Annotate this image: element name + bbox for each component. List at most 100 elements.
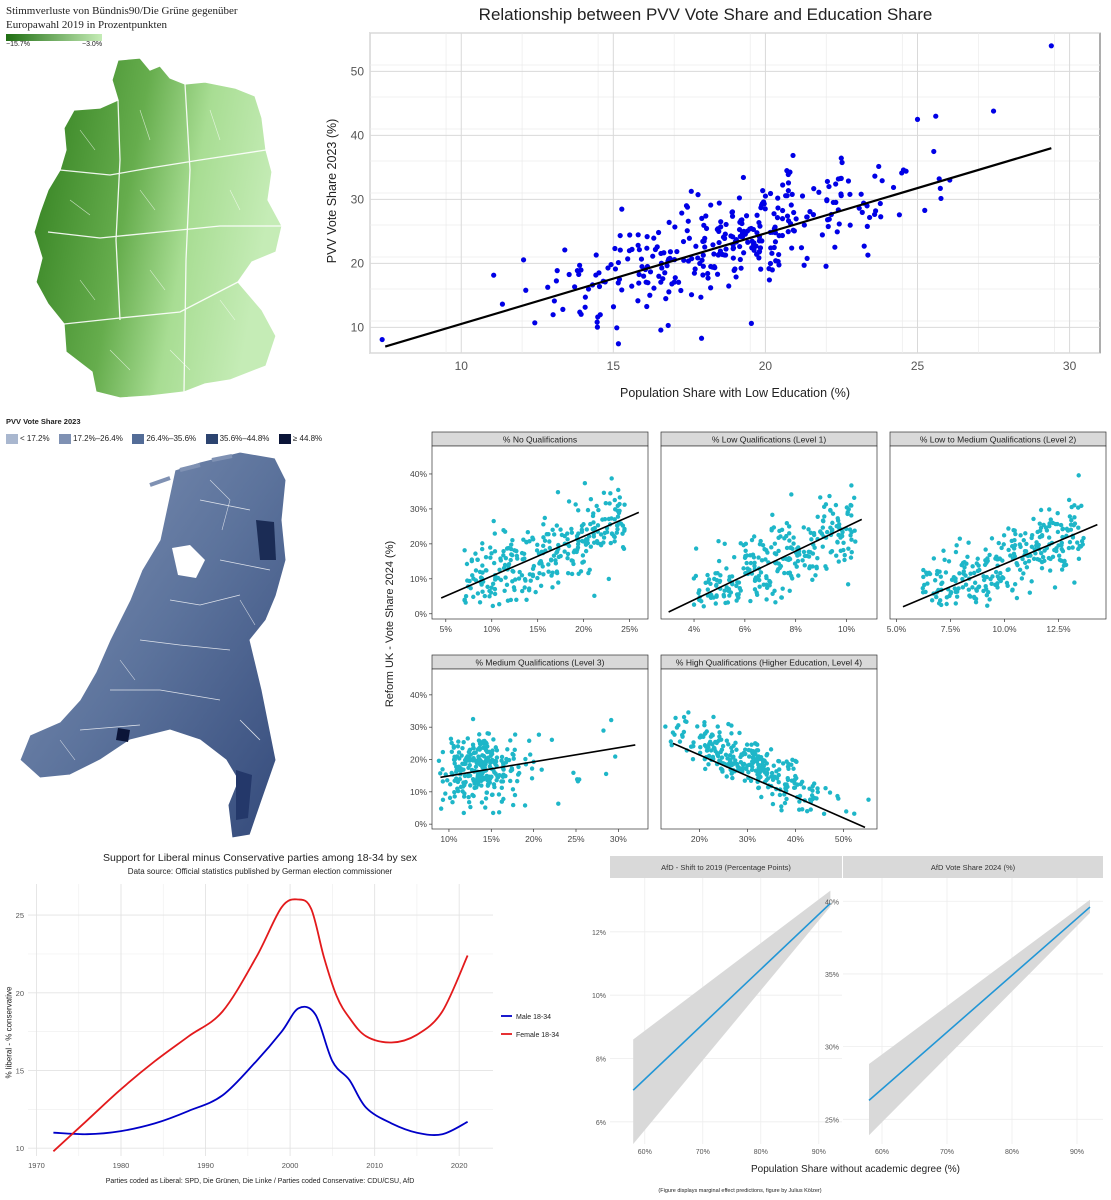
legend-swatch (59, 433, 72, 444)
pvv-data-point (768, 245, 774, 251)
reform-data-point (716, 558, 722, 564)
reform-data-point (714, 740, 719, 746)
reform-data-point (742, 555, 748, 561)
pvv-scatter-plot: 10 15 20 25 30 10 20 30 40 50 (351, 32, 1101, 373)
pvv-data-point (708, 202, 714, 208)
reform-data-point (1078, 544, 1084, 549)
pvv-data-point (644, 303, 650, 310)
reform-data-point (501, 565, 507, 571)
reform-data-point (464, 561, 470, 567)
reform-data-point (1011, 528, 1016, 533)
pvv-data-point (617, 247, 623, 253)
pvv-data-point (756, 255, 762, 261)
pvv-data-point (838, 193, 844, 199)
reform-data-point (987, 597, 992, 602)
reform-data-point (584, 527, 589, 532)
reform-panel-title: % High Qualifications (Higher Education,… (676, 658, 862, 668)
germany-map-shape (33, 57, 283, 399)
reform-data-point (944, 601, 949, 607)
reform-data-point (759, 794, 764, 800)
reform-data-point (693, 546, 699, 551)
reform-data-point (751, 555, 757, 560)
reform-data-point (784, 796, 789, 802)
reform-data-point (960, 585, 966, 590)
reform-data-point (456, 750, 462, 755)
reform-data-point (823, 564, 828, 569)
reform-data-point (1047, 523, 1052, 529)
reform-data-point (558, 527, 563, 532)
reform-data-point (784, 545, 790, 551)
reform-data-point (488, 545, 493, 550)
pvv-data-point (741, 250, 747, 256)
reform-data-point (525, 530, 531, 535)
reform-data-point (791, 541, 796, 546)
reform-data-point (542, 538, 548, 543)
reform-data-point (752, 587, 758, 592)
pvv-data-point (695, 255, 701, 261)
reform-data-point (452, 794, 457, 799)
reform-data-point (544, 532, 550, 537)
reform-data-point (603, 501, 608, 506)
pvv-data-point (864, 223, 870, 229)
pvv-fit-line (384, 147, 1052, 348)
reform-data-point (714, 751, 720, 756)
pvv-data-point (672, 224, 678, 230)
reform-data-point (743, 751, 748, 757)
reform-data-point (756, 772, 761, 777)
reform-data-point (668, 739, 674, 744)
reform-data-point (985, 603, 990, 608)
pvv-data-point (688, 292, 695, 298)
reform-data-point (727, 574, 732, 580)
reform-data-point (606, 576, 612, 582)
pvv-data-point (903, 168, 909, 174)
reform-data-point (973, 596, 979, 602)
reform-data-point (499, 779, 504, 784)
pvv-data-point (838, 155, 844, 161)
pvv-data-point (783, 193, 789, 199)
reform-data-point (496, 810, 502, 815)
reform-data-point (448, 736, 454, 742)
reform-data-point (770, 512, 775, 518)
pvv-data-point (665, 322, 671, 329)
pvv-data-point (872, 173, 878, 179)
pvv-data-point (785, 180, 792, 186)
pvv-data-point (729, 209, 736, 215)
liberal-series-line (53, 1005, 469, 1136)
reform-data-point (519, 573, 525, 578)
reform-data-point (1081, 535, 1086, 541)
pvv-data-point (767, 190, 774, 197)
reform-data-point (579, 529, 585, 535)
reform-data-point (801, 785, 807, 790)
reform-data-point (534, 548, 540, 553)
reform-data-point (571, 770, 576, 776)
reform-data-point (476, 754, 481, 759)
pvv-data-point (801, 262, 807, 268)
reform-data-point (478, 775, 483, 780)
reform-data-point (538, 583, 544, 589)
pvv-data-point (635, 298, 641, 304)
reform-data-point (749, 537, 755, 543)
reform-data-point (541, 535, 546, 540)
reform-data-point (1038, 507, 1044, 513)
reform-data-point (957, 536, 963, 541)
reform-data-point (1057, 557, 1063, 563)
reform-data-point (490, 810, 496, 816)
legend-label: 35.6%–44.8% (219, 434, 270, 443)
reform-data-point (501, 553, 506, 558)
reform-data-point (499, 754, 505, 760)
germany-map-legend-bar (6, 34, 102, 41)
reform-data-point (989, 581, 994, 587)
reform-fit-line (440, 511, 640, 599)
reform-data-point (808, 807, 813, 812)
pvv-data-point (560, 306, 566, 312)
reform-data-point (546, 569, 551, 574)
pvv-data-point (743, 213, 750, 219)
reform-data-point (440, 749, 446, 755)
reform-data-point (1075, 540, 1080, 545)
reform-data-point (752, 576, 758, 582)
pvv-data-point (767, 260, 774, 267)
pvv-data-point (751, 240, 757, 246)
reform-data-point (565, 537, 570, 542)
reform-data-point (503, 555, 509, 561)
reform-data-point (601, 535, 607, 540)
